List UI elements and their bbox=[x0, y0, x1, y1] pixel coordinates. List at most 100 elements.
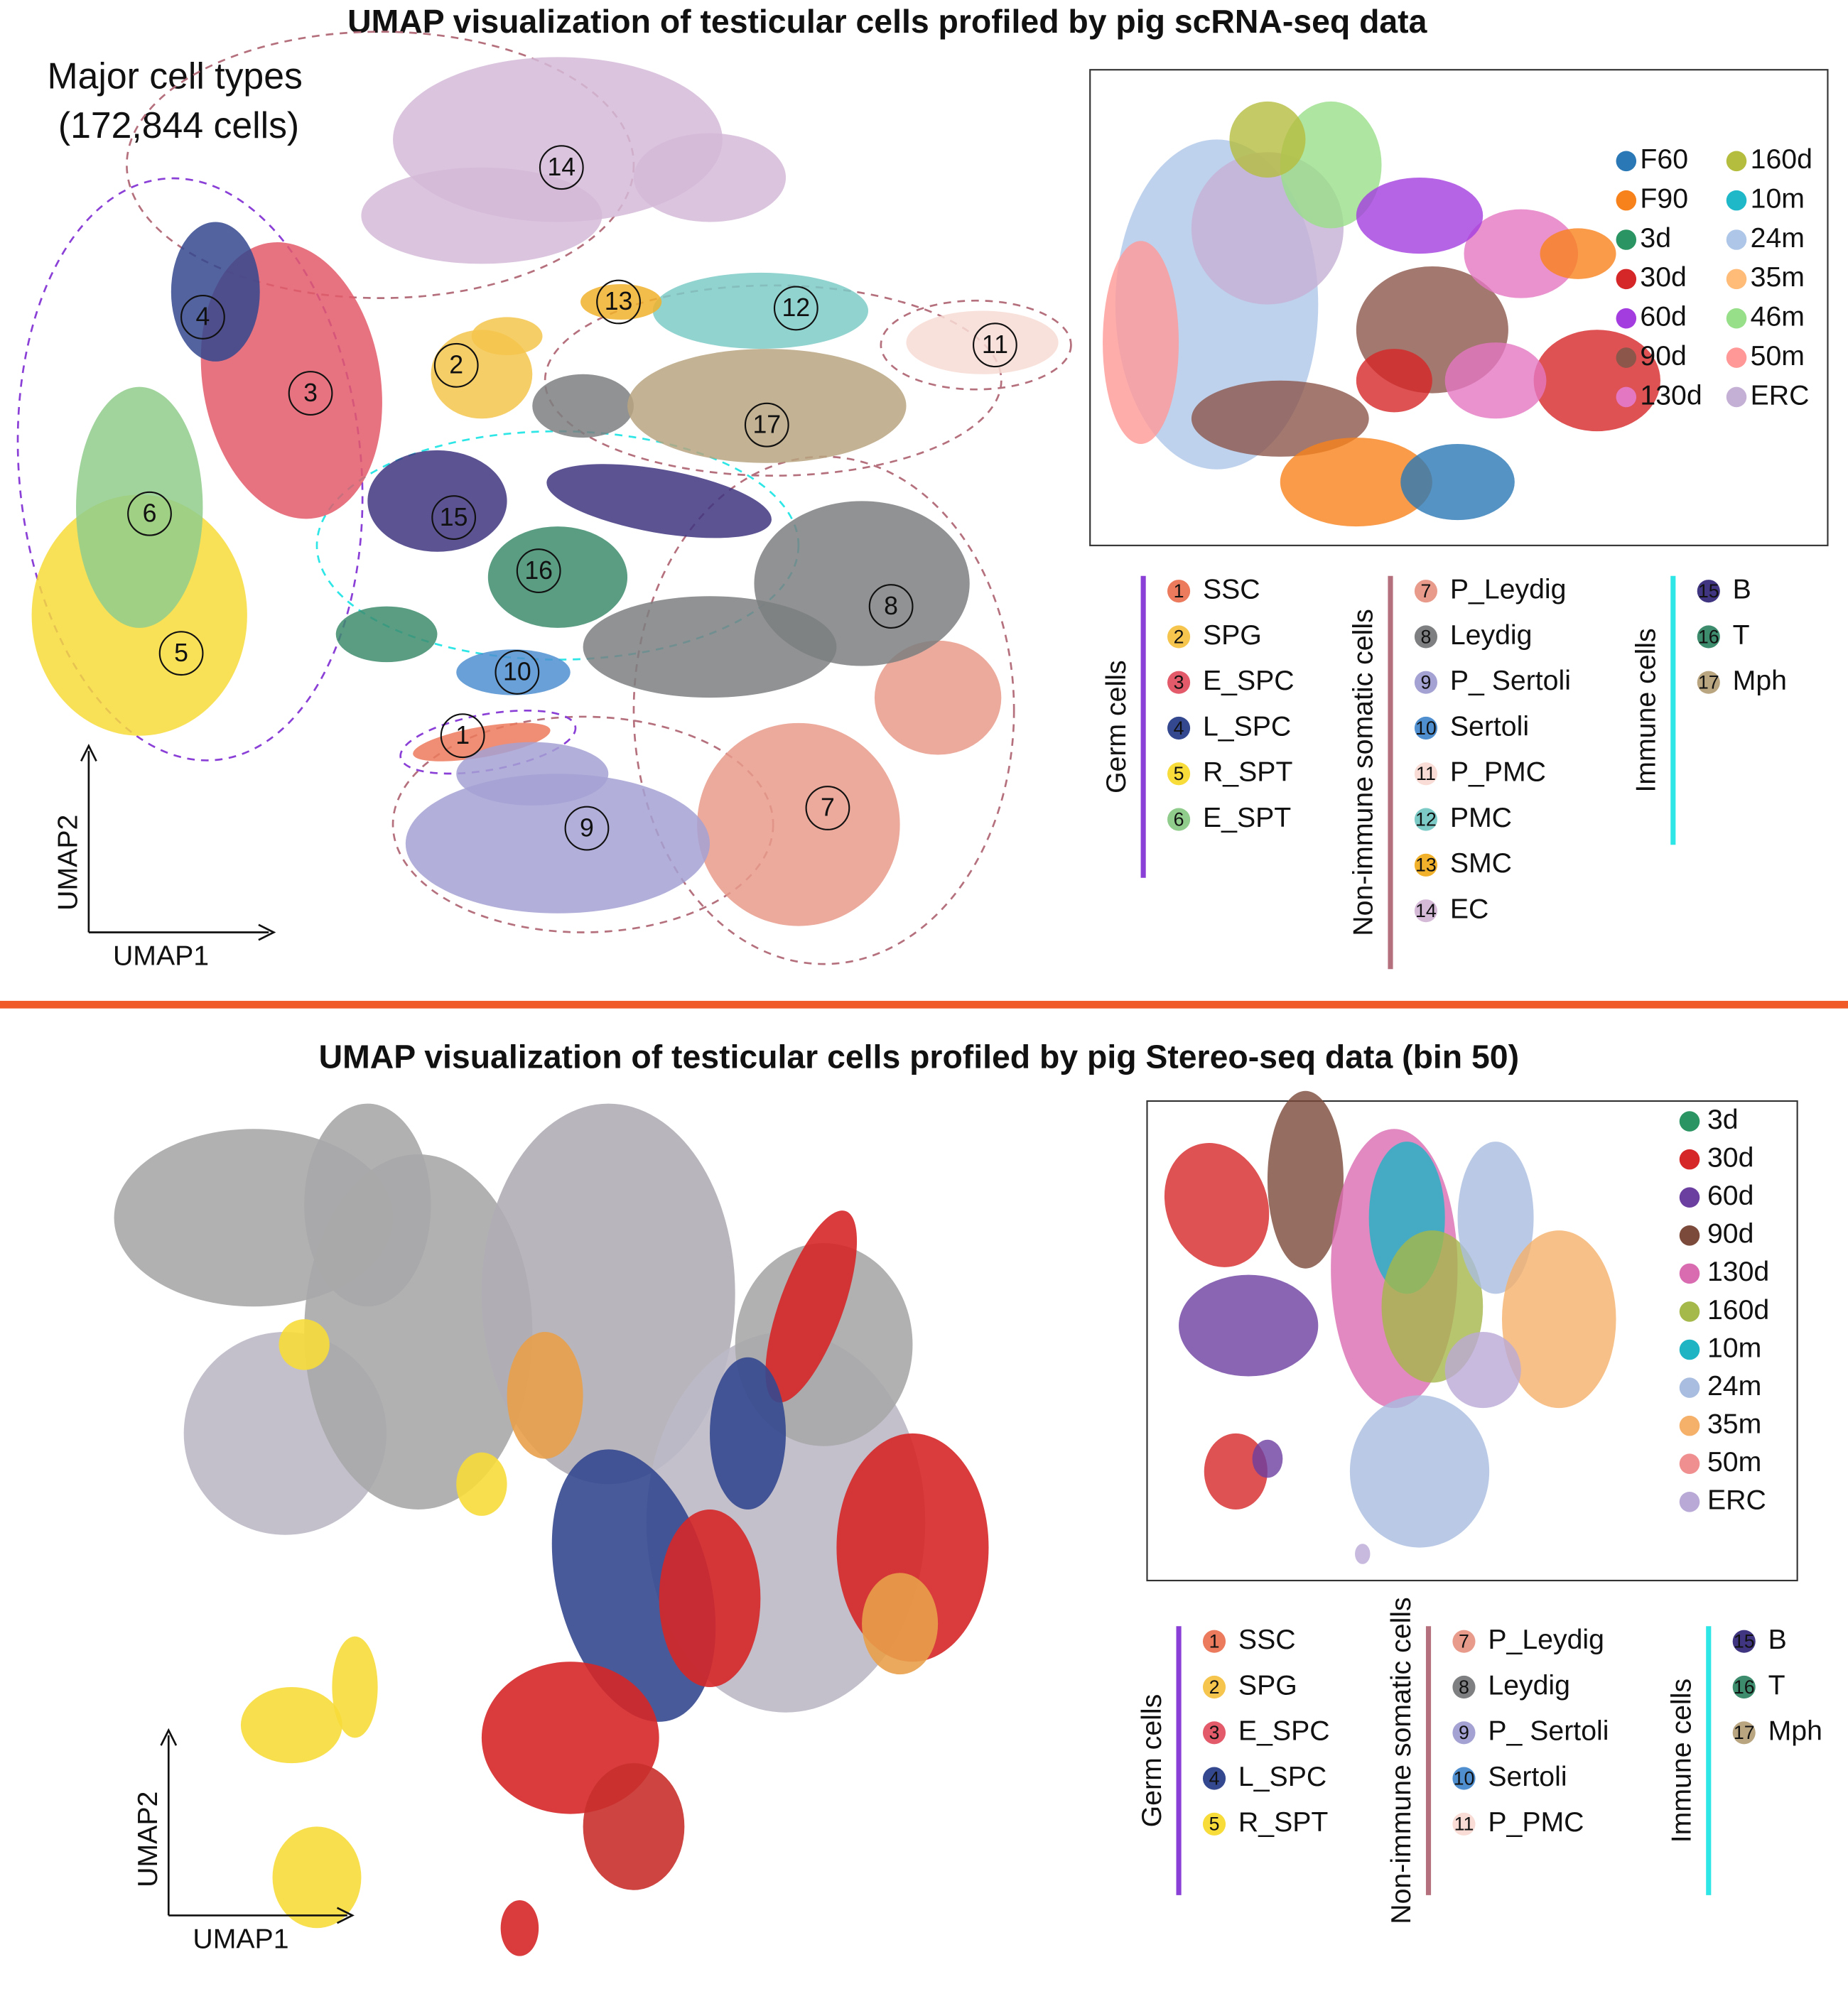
legend-label: B bbox=[1768, 1624, 1787, 1655]
sample-region bbox=[1464, 209, 1579, 298]
legend-dot bbox=[1167, 716, 1191, 740]
group-outline bbox=[880, 299, 1072, 391]
cluster-label: 3 bbox=[303, 379, 318, 407]
legend-dot bbox=[1616, 269, 1637, 290]
group-label: Immune cells bbox=[1631, 628, 1662, 792]
legend-dot bbox=[1616, 229, 1637, 250]
legend-label: 30d bbox=[1640, 261, 1686, 293]
legend-dot bbox=[1697, 580, 1720, 603]
legend-label: 46m bbox=[1751, 301, 1805, 332]
legend-dot bbox=[1202, 1675, 1226, 1699]
legend-dot bbox=[1414, 808, 1437, 831]
sample-region bbox=[1356, 349, 1432, 413]
legend-dot bbox=[1414, 899, 1437, 923]
legend-dot bbox=[1414, 716, 1437, 740]
legend-label: SSC bbox=[1238, 1624, 1296, 1655]
cluster-region bbox=[874, 640, 1002, 755]
sample-region bbox=[1280, 101, 1382, 229]
sample-region bbox=[1444, 1332, 1521, 1409]
cell-region bbox=[272, 1826, 362, 1929]
legend-label: ERC bbox=[1751, 379, 1810, 411]
legend-label: PMC bbox=[1450, 802, 1512, 833]
sample-region bbox=[1280, 438, 1432, 527]
cell-region bbox=[659, 1510, 761, 1687]
legend-id: 16 bbox=[1698, 626, 1719, 647]
legend-label: 3d bbox=[1640, 222, 1671, 254]
legend-id: 10 bbox=[1415, 717, 1437, 739]
sample-region bbox=[1252, 1439, 1283, 1478]
legend-id: 17 bbox=[1698, 672, 1719, 693]
sample-region bbox=[1540, 228, 1616, 279]
legend-label: Leydig bbox=[1488, 1669, 1570, 1701]
cluster-label-circle bbox=[516, 548, 561, 594]
legend-label: F90 bbox=[1640, 183, 1688, 215]
cluster-region bbox=[532, 374, 634, 438]
legend-dot bbox=[1726, 151, 1747, 172]
legend-dot bbox=[1452, 1812, 1476, 1836]
legend-id: 15 bbox=[1734, 1631, 1755, 1652]
legend-label: E_SPT bbox=[1203, 802, 1291, 833]
legend-id: 5 bbox=[1209, 1814, 1220, 1835]
legend-dot bbox=[1726, 347, 1747, 368]
cluster-region bbox=[697, 722, 900, 926]
legend-id: 13 bbox=[1415, 855, 1437, 876]
legend-id: 9 bbox=[1459, 1722, 1469, 1743]
cluster-label: 14 bbox=[547, 153, 576, 181]
legend-dot bbox=[1202, 1767, 1226, 1790]
divider bbox=[0, 1000, 1848, 1009]
legend-dot bbox=[1679, 1377, 1700, 1398]
cluster-label: 12 bbox=[782, 293, 810, 322]
legend-label: SPG bbox=[1238, 1669, 1297, 1701]
cluster-label-circle bbox=[744, 402, 789, 448]
legend-dot bbox=[1679, 1339, 1700, 1360]
sample-region bbox=[1356, 178, 1484, 254]
cell-region bbox=[304, 1154, 533, 1510]
cell-region bbox=[500, 1900, 539, 1956]
cell-region bbox=[456, 1452, 507, 1516]
legend-id: 12 bbox=[1415, 808, 1437, 830]
legend-dot bbox=[1732, 1721, 1756, 1745]
legend-id: 17 bbox=[1734, 1722, 1755, 1743]
cluster-region bbox=[487, 526, 628, 628]
legend-id: 11 bbox=[1454, 1814, 1474, 1835]
legend-id: 4 bbox=[1209, 1767, 1220, 1789]
legend-label: 10m bbox=[1751, 183, 1805, 215]
legend-dot bbox=[1726, 229, 1747, 250]
legend-dot bbox=[1726, 308, 1747, 329]
cluster-label-circle bbox=[564, 806, 610, 851]
legend-dot bbox=[1202, 1630, 1226, 1653]
legend-dot bbox=[1414, 580, 1437, 603]
legend-label: 130d bbox=[1707, 1256, 1769, 1287]
legend-id: 14 bbox=[1415, 900, 1437, 921]
legend-id: 1 bbox=[1174, 580, 1184, 602]
sample-region bbox=[1355, 1544, 1371, 1564]
legend-label: Leydig bbox=[1450, 619, 1533, 651]
legend-label: 30d bbox=[1707, 1142, 1754, 1174]
arrow-head bbox=[336, 1907, 355, 1924]
cluster-region bbox=[456, 649, 571, 695]
legend-dot bbox=[1679, 1187, 1700, 1208]
group-label: Immune cells bbox=[1665, 1679, 1697, 1843]
arrow-head bbox=[160, 1728, 178, 1746]
sample-region bbox=[1501, 1230, 1616, 1409]
cluster-label-circle bbox=[433, 342, 479, 388]
legend-id: 8 bbox=[1459, 1676, 1469, 1698]
cluster-region bbox=[583, 596, 837, 698]
legend-label: 160d bbox=[1707, 1294, 1769, 1326]
legend-dot bbox=[1167, 808, 1191, 831]
cluster-label: 1 bbox=[455, 721, 470, 749]
legend-dot bbox=[1414, 625, 1437, 649]
cluster-region bbox=[546, 464, 772, 538]
legend-label: L_SPC bbox=[1203, 710, 1291, 742]
legend-label: E_SPC bbox=[1238, 1716, 1330, 1747]
top-subtitle: Major cell types bbox=[48, 55, 303, 96]
axis-label-y: UMAP2 bbox=[132, 1792, 163, 1887]
group-outline bbox=[544, 284, 1003, 477]
legend-dot bbox=[1452, 1721, 1476, 1745]
axis-label-x: UMAP1 bbox=[113, 941, 209, 972]
cluster-label-circle bbox=[868, 584, 914, 629]
group-label: Germ cells bbox=[1101, 660, 1132, 793]
legend-label: Sertoli bbox=[1450, 710, 1529, 742]
cluster-region bbox=[335, 606, 438, 663]
legend-dot bbox=[1679, 1492, 1700, 1512]
